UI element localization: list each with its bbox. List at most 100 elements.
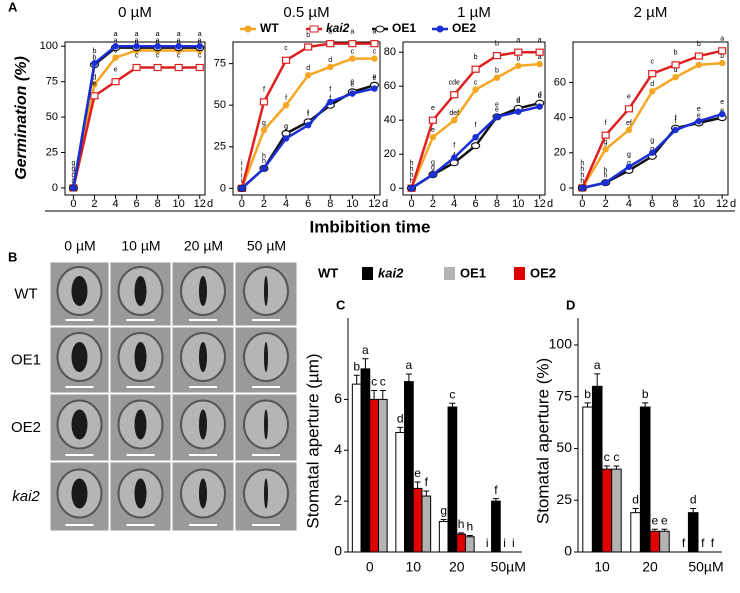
point bbox=[304, 121, 312, 129]
error-bar bbox=[466, 534, 473, 537]
plot-frame bbox=[232, 41, 381, 196]
x-tick-label: 2 bbox=[430, 198, 436, 210]
pore bbox=[71, 342, 88, 372]
y-tick-label: 75 bbox=[214, 58, 226, 70]
significance-letter: h bbox=[580, 166, 584, 173]
bar bbox=[582, 406, 593, 553]
significance-letter: e bbox=[651, 513, 658, 527]
pore bbox=[199, 342, 207, 372]
bar bbox=[630, 512, 641, 553]
point bbox=[624, 105, 634, 113]
pore bbox=[134, 276, 147, 306]
significance-letter: h bbox=[580, 160, 584, 167]
point bbox=[649, 88, 656, 95]
legend-label: kai2 bbox=[326, 21, 350, 35]
point bbox=[174, 63, 183, 72]
y-tick-label: 60 bbox=[554, 76, 566, 88]
point bbox=[536, 103, 543, 110]
legend-swatch bbox=[362, 267, 373, 280]
legend-marker bbox=[375, 25, 385, 33]
significance-letter: d bbox=[538, 93, 542, 100]
point bbox=[91, 60, 98, 67]
bar bbox=[649, 530, 661, 553]
point bbox=[304, 72, 312, 79]
pore bbox=[264, 478, 268, 509]
significance-letter: f bbox=[701, 536, 705, 550]
significance-letter: a bbox=[198, 38, 202, 45]
pore bbox=[71, 478, 88, 509]
significance-letter: f bbox=[682, 536, 686, 550]
point bbox=[472, 86, 479, 93]
point bbox=[718, 59, 726, 67]
significance-letter: b bbox=[697, 41, 701, 48]
significance-letter: i bbox=[241, 160, 243, 167]
point bbox=[175, 43, 182, 50]
point bbox=[579, 184, 586, 192]
significance-letter: d bbox=[328, 57, 332, 64]
point bbox=[238, 185, 246, 192]
significance-letter: f bbox=[329, 95, 331, 102]
legend-label: WT bbox=[318, 265, 338, 280]
point bbox=[493, 74, 501, 81]
bar bbox=[377, 398, 388, 553]
x-tick-label: 4 bbox=[626, 198, 632, 210]
y-tick-label: 75 bbox=[556, 387, 572, 403]
point bbox=[111, 78, 120, 86]
significance-letter: ef bbox=[626, 120, 632, 127]
significance-letter: c bbox=[613, 450, 619, 464]
plot-frame bbox=[64, 41, 206, 196]
pore bbox=[71, 409, 88, 440]
significance-letter: d bbox=[674, 67, 678, 74]
chart-title: 1 µM bbox=[457, 4, 491, 21]
significance-letter: c bbox=[604, 450, 610, 464]
significance-letter: h bbox=[466, 520, 473, 534]
significance-letter: e bbox=[661, 513, 668, 527]
error-bar bbox=[405, 373, 412, 382]
significance-letter: b bbox=[584, 387, 591, 401]
point bbox=[327, 63, 334, 71]
bar bbox=[639, 406, 651, 553]
point bbox=[259, 98, 269, 106]
column-label: 10 µM bbox=[121, 238, 160, 254]
point bbox=[112, 43, 119, 50]
chart-title: 2 µM bbox=[634, 4, 668, 21]
significance-letter: h bbox=[410, 172, 414, 179]
significance-letter: d bbox=[538, 91, 542, 98]
y-tick-label: 40 bbox=[554, 112, 566, 124]
significance-letter: cde bbox=[449, 80, 460, 87]
x-tick-label: 4 bbox=[451, 198, 457, 210]
bar bbox=[395, 431, 406, 553]
significance-letter: h bbox=[410, 178, 414, 185]
x-tick-label: 0 bbox=[366, 559, 374, 575]
error-bar bbox=[632, 508, 639, 513]
point bbox=[132, 63, 141, 72]
significance-letter: a bbox=[362, 343, 369, 357]
significance-letter: c bbox=[198, 52, 202, 59]
error-bar bbox=[397, 426, 404, 433]
error-bar bbox=[492, 498, 499, 502]
y-tick-label: 75 bbox=[46, 76, 58, 88]
point bbox=[70, 184, 77, 192]
y-tick-label: 0 bbox=[390, 182, 396, 194]
significance-letter: e bbox=[350, 82, 354, 89]
significance-letter: e bbox=[431, 105, 435, 112]
significance-letter: g bbox=[440, 504, 447, 518]
significance-letter: a bbox=[198, 31, 202, 38]
panel-label: C bbox=[336, 297, 346, 312]
point bbox=[326, 40, 335, 48]
significance-letter: b bbox=[642, 387, 649, 401]
x-tick-label: 8 bbox=[327, 198, 333, 210]
significance-letter: a bbox=[177, 31, 181, 38]
significance-letter: c bbox=[351, 48, 355, 55]
panel-label: D bbox=[566, 297, 575, 312]
x-tick-label: 0 bbox=[70, 198, 76, 210]
x-tick-label: 8 bbox=[155, 198, 161, 210]
significance-letter: i bbox=[503, 536, 506, 550]
error-bar bbox=[440, 518, 447, 522]
significance-letter: c bbox=[371, 375, 377, 389]
x-tick-label: 6 bbox=[305, 198, 311, 210]
significance-letter: f bbox=[329, 87, 331, 94]
x-tick-label: 20 bbox=[449, 559, 465, 575]
significance-letter: d bbox=[306, 65, 310, 72]
